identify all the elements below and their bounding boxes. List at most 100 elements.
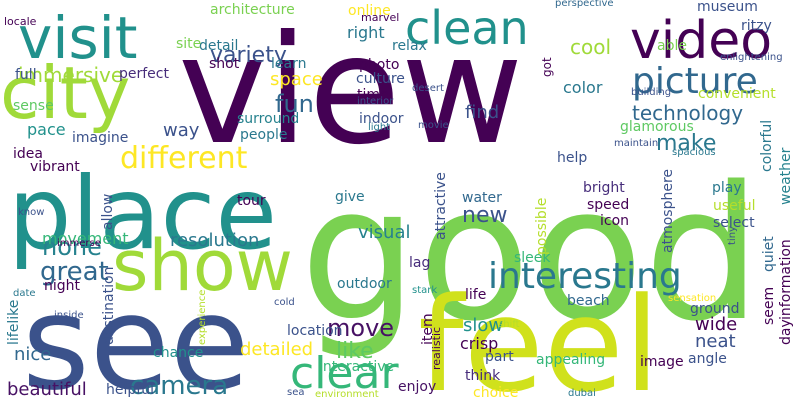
word-glamorous: glamorous — [620, 119, 694, 135]
word-make: make — [656, 131, 716, 156]
word-surround: surround — [237, 111, 299, 127]
word-shift: shift — [498, 319, 520, 330]
word-dubai: dubai — [568, 388, 596, 399]
word-people: people — [240, 127, 287, 143]
word-tour: tour — [237, 193, 266, 209]
word-choice: choice — [473, 385, 518, 400]
word-find: find — [465, 102, 499, 123]
word-give: give — [335, 189, 365, 205]
word-image: image — [640, 354, 684, 370]
word-environment: environment — [315, 389, 379, 400]
word-pace: pace — [27, 120, 66, 139]
word-angle: angle — [688, 351, 727, 367]
word-useful: useful — [713, 198, 755, 214]
word-culture: culture — [356, 71, 405, 87]
word-movie: movie — [418, 120, 449, 131]
word-clean: clean — [405, 1, 529, 55]
word-visual: visual — [358, 222, 410, 243]
word-detail: detail — [199, 38, 238, 54]
word-allow: allow — [100, 194, 116, 230]
word-beach: beach — [567, 293, 610, 309]
word-way: way — [163, 120, 200, 141]
word-interior: interior — [357, 96, 394, 107]
word-city: city — [0, 51, 130, 135]
word-desert: desert — [412, 83, 444, 94]
word-think: think — [465, 368, 501, 384]
word-none: none — [42, 233, 102, 261]
word-outdoor: outdoor — [337, 276, 392, 292]
word-full: full — [15, 67, 37, 83]
word-good: good — [300, 146, 761, 362]
word-site: site — [176, 36, 201, 52]
word-atmosphere: atmosphere — [660, 169, 676, 253]
word-neat: neat — [695, 331, 736, 352]
word-time: time — [357, 87, 389, 103]
word-ground: ground — [690, 301, 740, 317]
word-online: online — [348, 3, 391, 19]
word-enjoy: enjoy — [398, 379, 436, 395]
word-enlightening: enlightening — [720, 52, 783, 63]
word-indoor: indoor — [359, 111, 404, 127]
word-attractive: attractive — [433, 172, 449, 240]
word-vibrant: vibrant — [30, 159, 80, 175]
word-convenient: convenient — [698, 86, 776, 102]
word-play: play — [712, 180, 742, 196]
word-relax: relax — [392, 38, 427, 54]
word-right: right — [347, 23, 385, 42]
word-destination: destination — [101, 267, 117, 345]
word-helpful: helpful — [106, 382, 154, 398]
word-cold: cold — [274, 297, 295, 308]
word-perspective: perspective — [555, 0, 614, 9]
word-architecture: architecture — [210, 2, 295, 18]
word-location: location — [287, 323, 343, 339]
word-resolution: resolution — [170, 230, 259, 251]
word-select: select — [713, 215, 755, 231]
word-got: got — [540, 57, 554, 77]
word-cool: cool — [570, 35, 611, 59]
word-beautiful: beautiful — [7, 379, 87, 400]
word-inside: inside — [54, 310, 84, 321]
word-night: night — [44, 278, 81, 294]
word-immersive: immersive — [18, 63, 123, 87]
word-possible: possible — [534, 198, 550, 255]
word-place: place — [8, 155, 277, 272]
word-sea: sea — [287, 387, 305, 398]
word-know: know — [18, 207, 44, 218]
word-imagine: imagine — [72, 130, 128, 146]
word-experience: experience — [197, 290, 208, 345]
word-interesting: interesting — [488, 256, 682, 297]
word-building: building — [631, 87, 671, 98]
word-item: item — [420, 313, 436, 345]
word-part: part — [485, 349, 514, 365]
word-see: see — [22, 267, 250, 400]
word-lag: lag — [409, 255, 430, 271]
word-video: video — [630, 11, 772, 71]
word-shot: shot — [209, 56, 240, 72]
word-colorful: colorful — [759, 120, 775, 172]
word-information: information — [778, 239, 794, 320]
word-sleek: sleek — [514, 250, 551, 266]
word-lifelike: lifelike — [6, 300, 22, 345]
word-camera: camera — [130, 371, 228, 400]
word-detailed: detailed — [240, 339, 313, 360]
word-picture: picture — [632, 61, 758, 102]
word-visit: visit — [18, 4, 138, 72]
word-light: light — [368, 122, 390, 133]
word-museum: museum — [697, 0, 758, 15]
word-interactive: interactive — [319, 359, 394, 375]
word-photo: photo — [359, 57, 399, 73]
word-able: able — [657, 38, 687, 54]
word-appealing: appealing — [536, 352, 605, 368]
word-move: move — [327, 314, 394, 342]
word-maintain: maintain — [614, 138, 658, 149]
word-day: day — [778, 319, 794, 345]
word-seem: seem — [761, 287, 777, 325]
word-help: help — [557, 150, 587, 166]
word-locale: locale — [4, 15, 37, 28]
word-great: great — [40, 257, 109, 287]
word-slow: slow — [463, 315, 503, 336]
word-quiet: quiet — [761, 236, 777, 272]
word-sensation: sensation — [668, 293, 716, 304]
word-technology: technology — [632, 101, 743, 125]
